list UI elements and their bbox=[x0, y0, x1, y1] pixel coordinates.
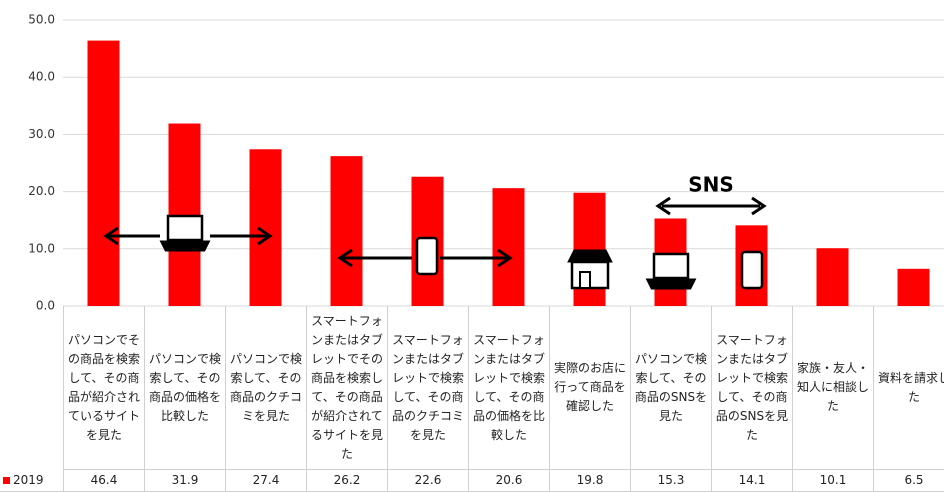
x-tick-label: スマートフォンまたはタブレットで検索して、その商品のSNSを見た bbox=[711, 306, 792, 470]
data-label: 26.2 bbox=[306, 470, 387, 492]
bar bbox=[492, 188, 525, 306]
legend-entry: 2019 bbox=[0, 470, 63, 492]
annotation: SNS bbox=[688, 173, 734, 197]
data-label: 31.9 bbox=[144, 470, 225, 492]
data-label: 10.1 bbox=[792, 470, 873, 492]
data-label: 6.5 bbox=[873, 470, 944, 492]
x-tick-label: スマートフォンまたはタブレットで検索して、その商品の価格を比較した bbox=[468, 306, 549, 470]
x-tick-label: 資料を請求した bbox=[873, 306, 944, 470]
x-tick-label: パソコンで検索して、その商品のクチコミを見た bbox=[225, 306, 306, 470]
x-tick-label: スマートフォンまたはタブレットで検索して、その商品のクチコミを見た bbox=[387, 306, 468, 470]
y-tick-label: 40.0 bbox=[28, 70, 55, 84]
x-tick-label: 実際のお店に行って商品を確認した bbox=[549, 306, 630, 470]
plot: 50.0 40.0 30.0 20.0 10.0 0.0 SNS bbox=[28, 13, 944, 313]
bar bbox=[816, 248, 849, 306]
data-label: 22.6 bbox=[387, 470, 468, 492]
y-tick-label: 30.0 bbox=[28, 127, 55, 141]
data-label: 20.6 bbox=[468, 470, 549, 492]
y-tick-label: 50.0 bbox=[28, 13, 55, 27]
bars bbox=[87, 40, 930, 306]
x-tick-label: スマートフォンまたはタブレットでその商品を検索して、その商品が紹介されてるサイト… bbox=[306, 306, 387, 470]
y-tick-label: 0.0 bbox=[36, 299, 55, 313]
data-label: 46.4 bbox=[63, 470, 144, 492]
x-tick-label: 家族・友人・知人に相談した bbox=[792, 306, 873, 470]
legend-label: 2019 bbox=[13, 473, 44, 487]
bar bbox=[897, 268, 930, 306]
x-tick-label: パソコンで検索して、その商品のSNSを見た bbox=[630, 306, 711, 470]
x-tick-label: パソコンで検索して、その商品の価格を比較した bbox=[144, 306, 225, 470]
data-label: 15.3 bbox=[630, 470, 711, 492]
x-tick-label: パソコンでその商品を検索して、その商品が紹介されているサイトを見た bbox=[63, 306, 144, 470]
bar bbox=[249, 149, 282, 306]
data-label: 27.4 bbox=[225, 470, 306, 492]
bar bbox=[87, 40, 120, 306]
legend-swatch bbox=[3, 477, 10, 484]
y-tick-label: 10.0 bbox=[28, 241, 55, 255]
y-tick-label: 20.0 bbox=[28, 184, 55, 198]
icons bbox=[103, 196, 767, 290]
bar bbox=[330, 156, 363, 306]
data-label: 14.1 bbox=[711, 470, 792, 492]
data-label: 19.8 bbox=[549, 470, 630, 492]
